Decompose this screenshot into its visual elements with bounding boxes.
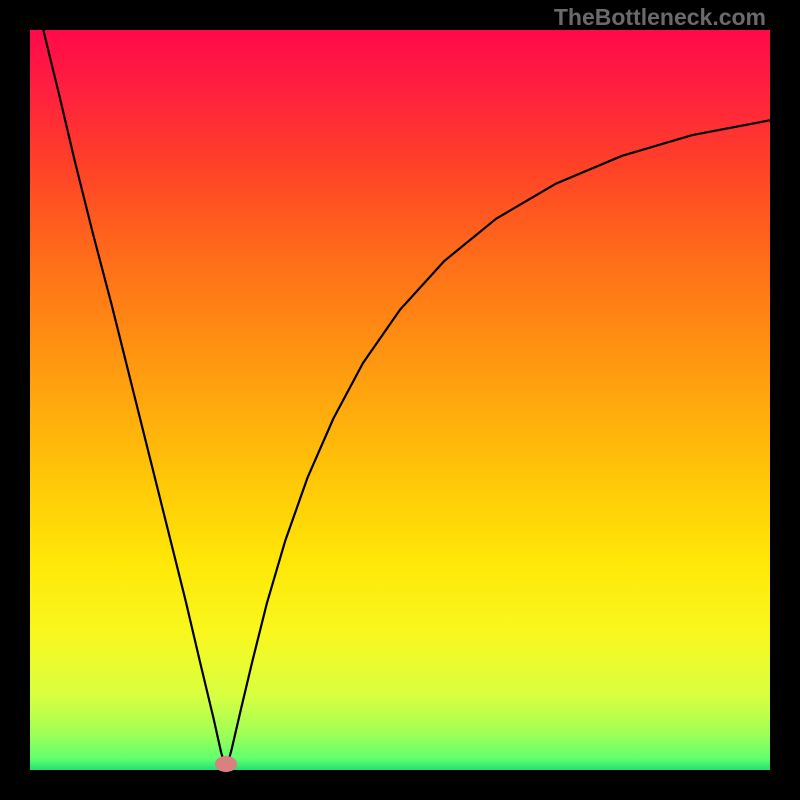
watermark-text: TheBottleneck.com (554, 4, 766, 31)
plot-gradient-background (30, 30, 770, 770)
chart-container: TheBottleneck.com (0, 0, 800, 800)
